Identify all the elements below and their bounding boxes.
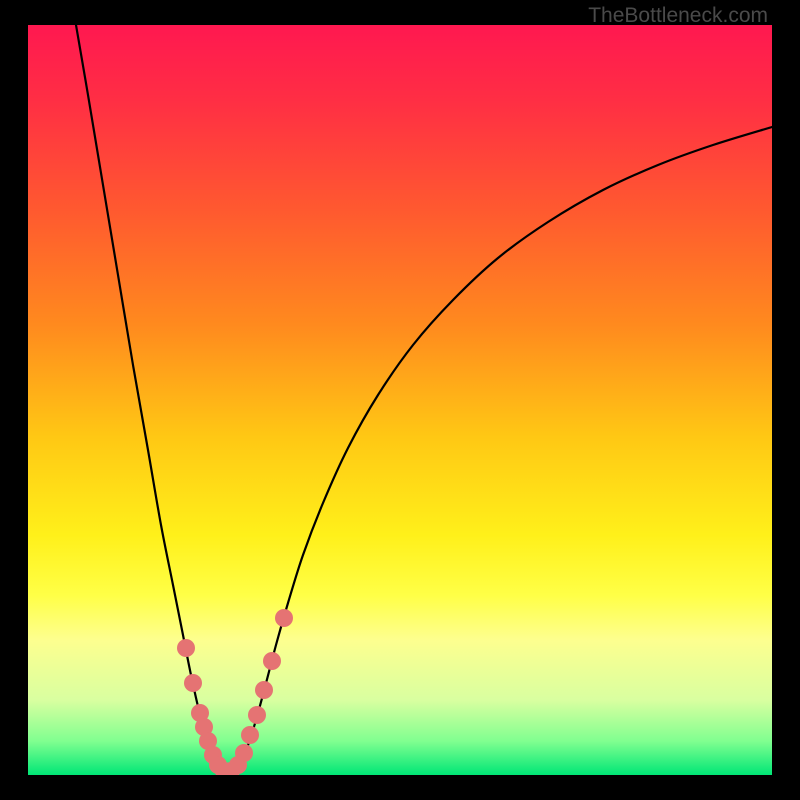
data-marker [263,652,281,670]
chart-frame: TheBottleneck.com [0,0,800,800]
data-marker [177,639,195,657]
data-marker [235,744,253,762]
data-marker [248,706,266,724]
plot-area [28,25,772,775]
plot-svg [28,25,772,775]
data-marker [241,726,259,744]
data-marker [255,681,273,699]
data-marker [184,674,202,692]
data-marker [275,609,293,627]
